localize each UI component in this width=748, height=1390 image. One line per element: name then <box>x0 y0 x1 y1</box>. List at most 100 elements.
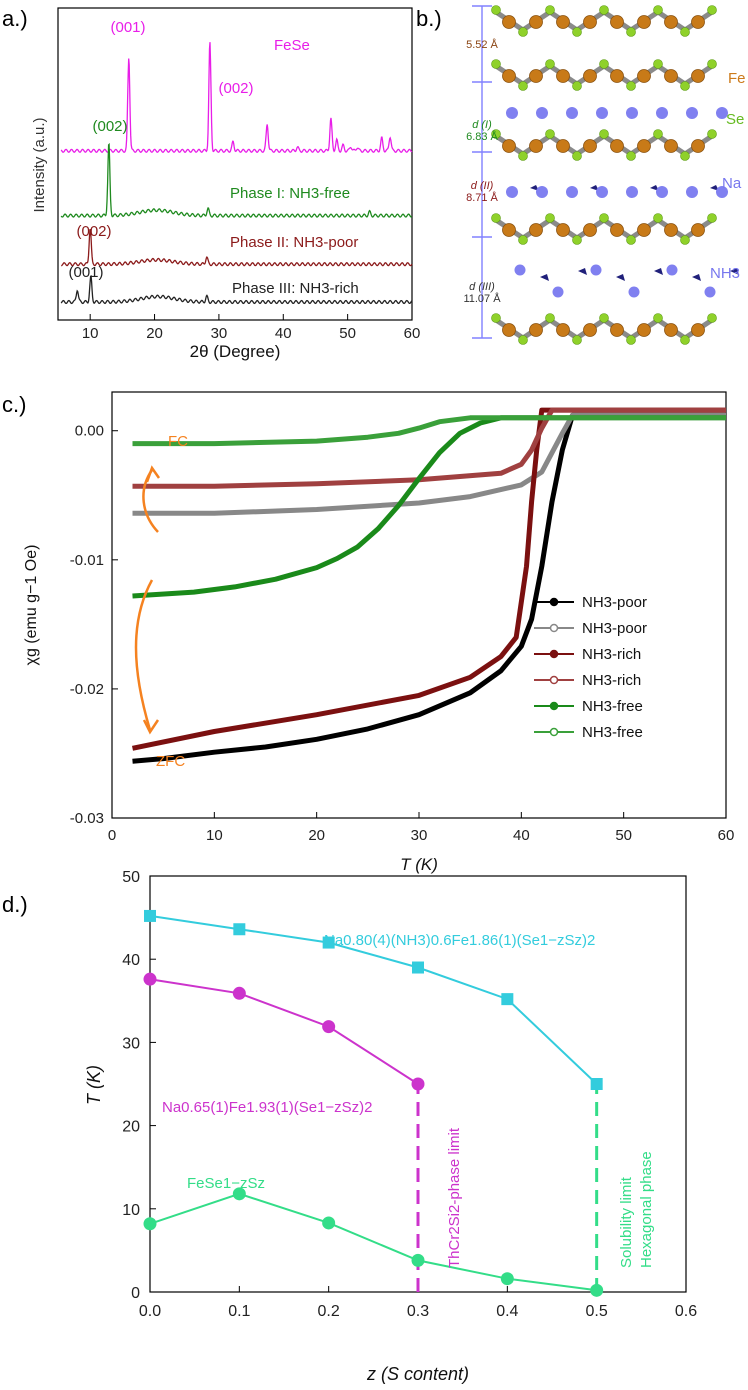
se-atom <box>626 81 636 91</box>
fe-atom <box>691 69 705 83</box>
panel-a-ylabel: Intensity (a.u.) <box>31 117 48 212</box>
se-atom <box>518 335 528 345</box>
c-xtick-label: 0 <box>108 827 116 844</box>
legend-na: Na <box>722 175 742 192</box>
nh3-molecule <box>654 268 663 275</box>
fe-atom <box>502 323 516 337</box>
series-label-fese: FeSe1−zSz <box>187 1175 265 1192</box>
d-series-line-0 <box>149 914 598 1085</box>
d-marker-2 <box>143 1217 157 1231</box>
na-atom <box>596 107 608 119</box>
se-atom <box>626 151 636 161</box>
fe-atom <box>664 323 678 337</box>
se-atom <box>491 5 501 15</box>
fc-label: FC <box>168 433 188 450</box>
c-legend-label: NH3-rich <box>582 672 641 689</box>
chi-curve-2 <box>131 407 726 751</box>
se-atom <box>680 81 690 91</box>
d-xtick-label: 0.4 <box>496 1303 518 1320</box>
se-atom <box>545 5 555 15</box>
d-label-1: d (I) <box>472 119 492 131</box>
se-atom <box>518 81 528 91</box>
fe-atom <box>610 323 624 337</box>
se-atom <box>707 59 717 69</box>
chi-curve-4 <box>132 415 726 599</box>
se-atom <box>518 151 528 161</box>
c-xtick-label: 20 <box>308 827 325 844</box>
se-atom <box>491 213 501 223</box>
se-atom <box>572 151 582 161</box>
c-legend-marker <box>549 675 559 685</box>
se-atom <box>707 129 717 139</box>
se-atom <box>572 81 582 91</box>
d-label-2: d (II) <box>471 180 494 192</box>
c-ytick-label: -0.03 <box>70 810 104 827</box>
fe-atom <box>583 223 597 237</box>
fe-atom <box>502 139 516 153</box>
fe-atom <box>502 69 516 83</box>
d-xtick-label: 0.2 <box>318 1303 340 1320</box>
d-ytick-label: 40 <box>122 952 140 969</box>
fe-atom <box>583 69 597 83</box>
nh3-molecule <box>730 268 739 275</box>
c-legend-label: NH3-poor <box>582 620 647 637</box>
fe-atom <box>529 223 543 237</box>
fe-atom <box>583 323 597 337</box>
na-atom <box>626 107 638 119</box>
d-marker-1 <box>411 1077 425 1091</box>
se-atom <box>572 27 582 37</box>
nh3-molecule <box>692 274 701 281</box>
d-marker-0 <box>322 936 335 949</box>
panel-c-curves <box>131 407 726 764</box>
se-atom <box>653 129 663 139</box>
d-value-2: 8.71 Å <box>466 191 498 204</box>
d-series-line-2 <box>149 1192 597 1292</box>
na-atom <box>686 186 698 198</box>
na-atom <box>626 186 638 198</box>
se-atom <box>518 27 528 37</box>
se-atom <box>653 5 663 15</box>
nh3-molecule <box>578 268 587 275</box>
fe-atom <box>610 139 624 153</box>
se-atom <box>491 59 501 69</box>
c-xtick-label: 10 <box>206 827 223 844</box>
peak-label-fese-001: (001) <box>110 19 145 36</box>
peak-label-phase2-002: (002) <box>76 223 111 240</box>
d-ytick-label: 50 <box>122 869 140 886</box>
fe-atom <box>556 323 570 337</box>
fe-atom <box>637 323 651 337</box>
d-marker-1 <box>232 986 246 1000</box>
c-xtick-label: 50 <box>615 827 632 844</box>
panel-b-label: b.) <box>416 6 442 31</box>
se-atom <box>626 27 636 37</box>
panel-d-xlabel: z (S content) <box>366 1364 469 1384</box>
na-atom <box>566 107 578 119</box>
c-xtick-label: 60 <box>718 827 735 844</box>
se-atom <box>545 129 555 139</box>
panel-d-axes: 0.0 0.1 0.2 0.3 0.4 0.5 0.6 0 10 20 30 40 50 <box>122 869 697 1320</box>
d-xtick-label: 0.0 <box>139 1303 161 1320</box>
na-atom <box>590 264 602 276</box>
fe-atom <box>637 69 651 83</box>
fe-atom <box>556 223 570 237</box>
fe-atom <box>502 15 516 29</box>
c-xtick-label: 30 <box>411 827 428 844</box>
d-xtick-label: 0.3 <box>407 1303 429 1320</box>
panel-d-ylabel: T (K) <box>84 1065 104 1105</box>
fe-atom <box>610 223 624 237</box>
se-atom <box>572 335 582 345</box>
d-marker-0 <box>233 923 246 936</box>
c-legend-label: NH3-free <box>582 724 643 741</box>
fe-atom <box>529 323 543 337</box>
fe-atom <box>583 139 597 153</box>
d-marker-1 <box>143 972 157 986</box>
d-marker-0 <box>144 909 156 922</box>
panel-c-label: c.) <box>2 392 26 417</box>
fe-atom <box>502 223 516 237</box>
se-atom <box>572 235 582 245</box>
c-ytick-label: -0.02 <box>70 681 104 698</box>
na-atom <box>716 107 728 119</box>
d-ytick-label: 0 <box>131 1285 140 1302</box>
fe-atom <box>664 69 678 83</box>
se-atom <box>680 151 690 161</box>
